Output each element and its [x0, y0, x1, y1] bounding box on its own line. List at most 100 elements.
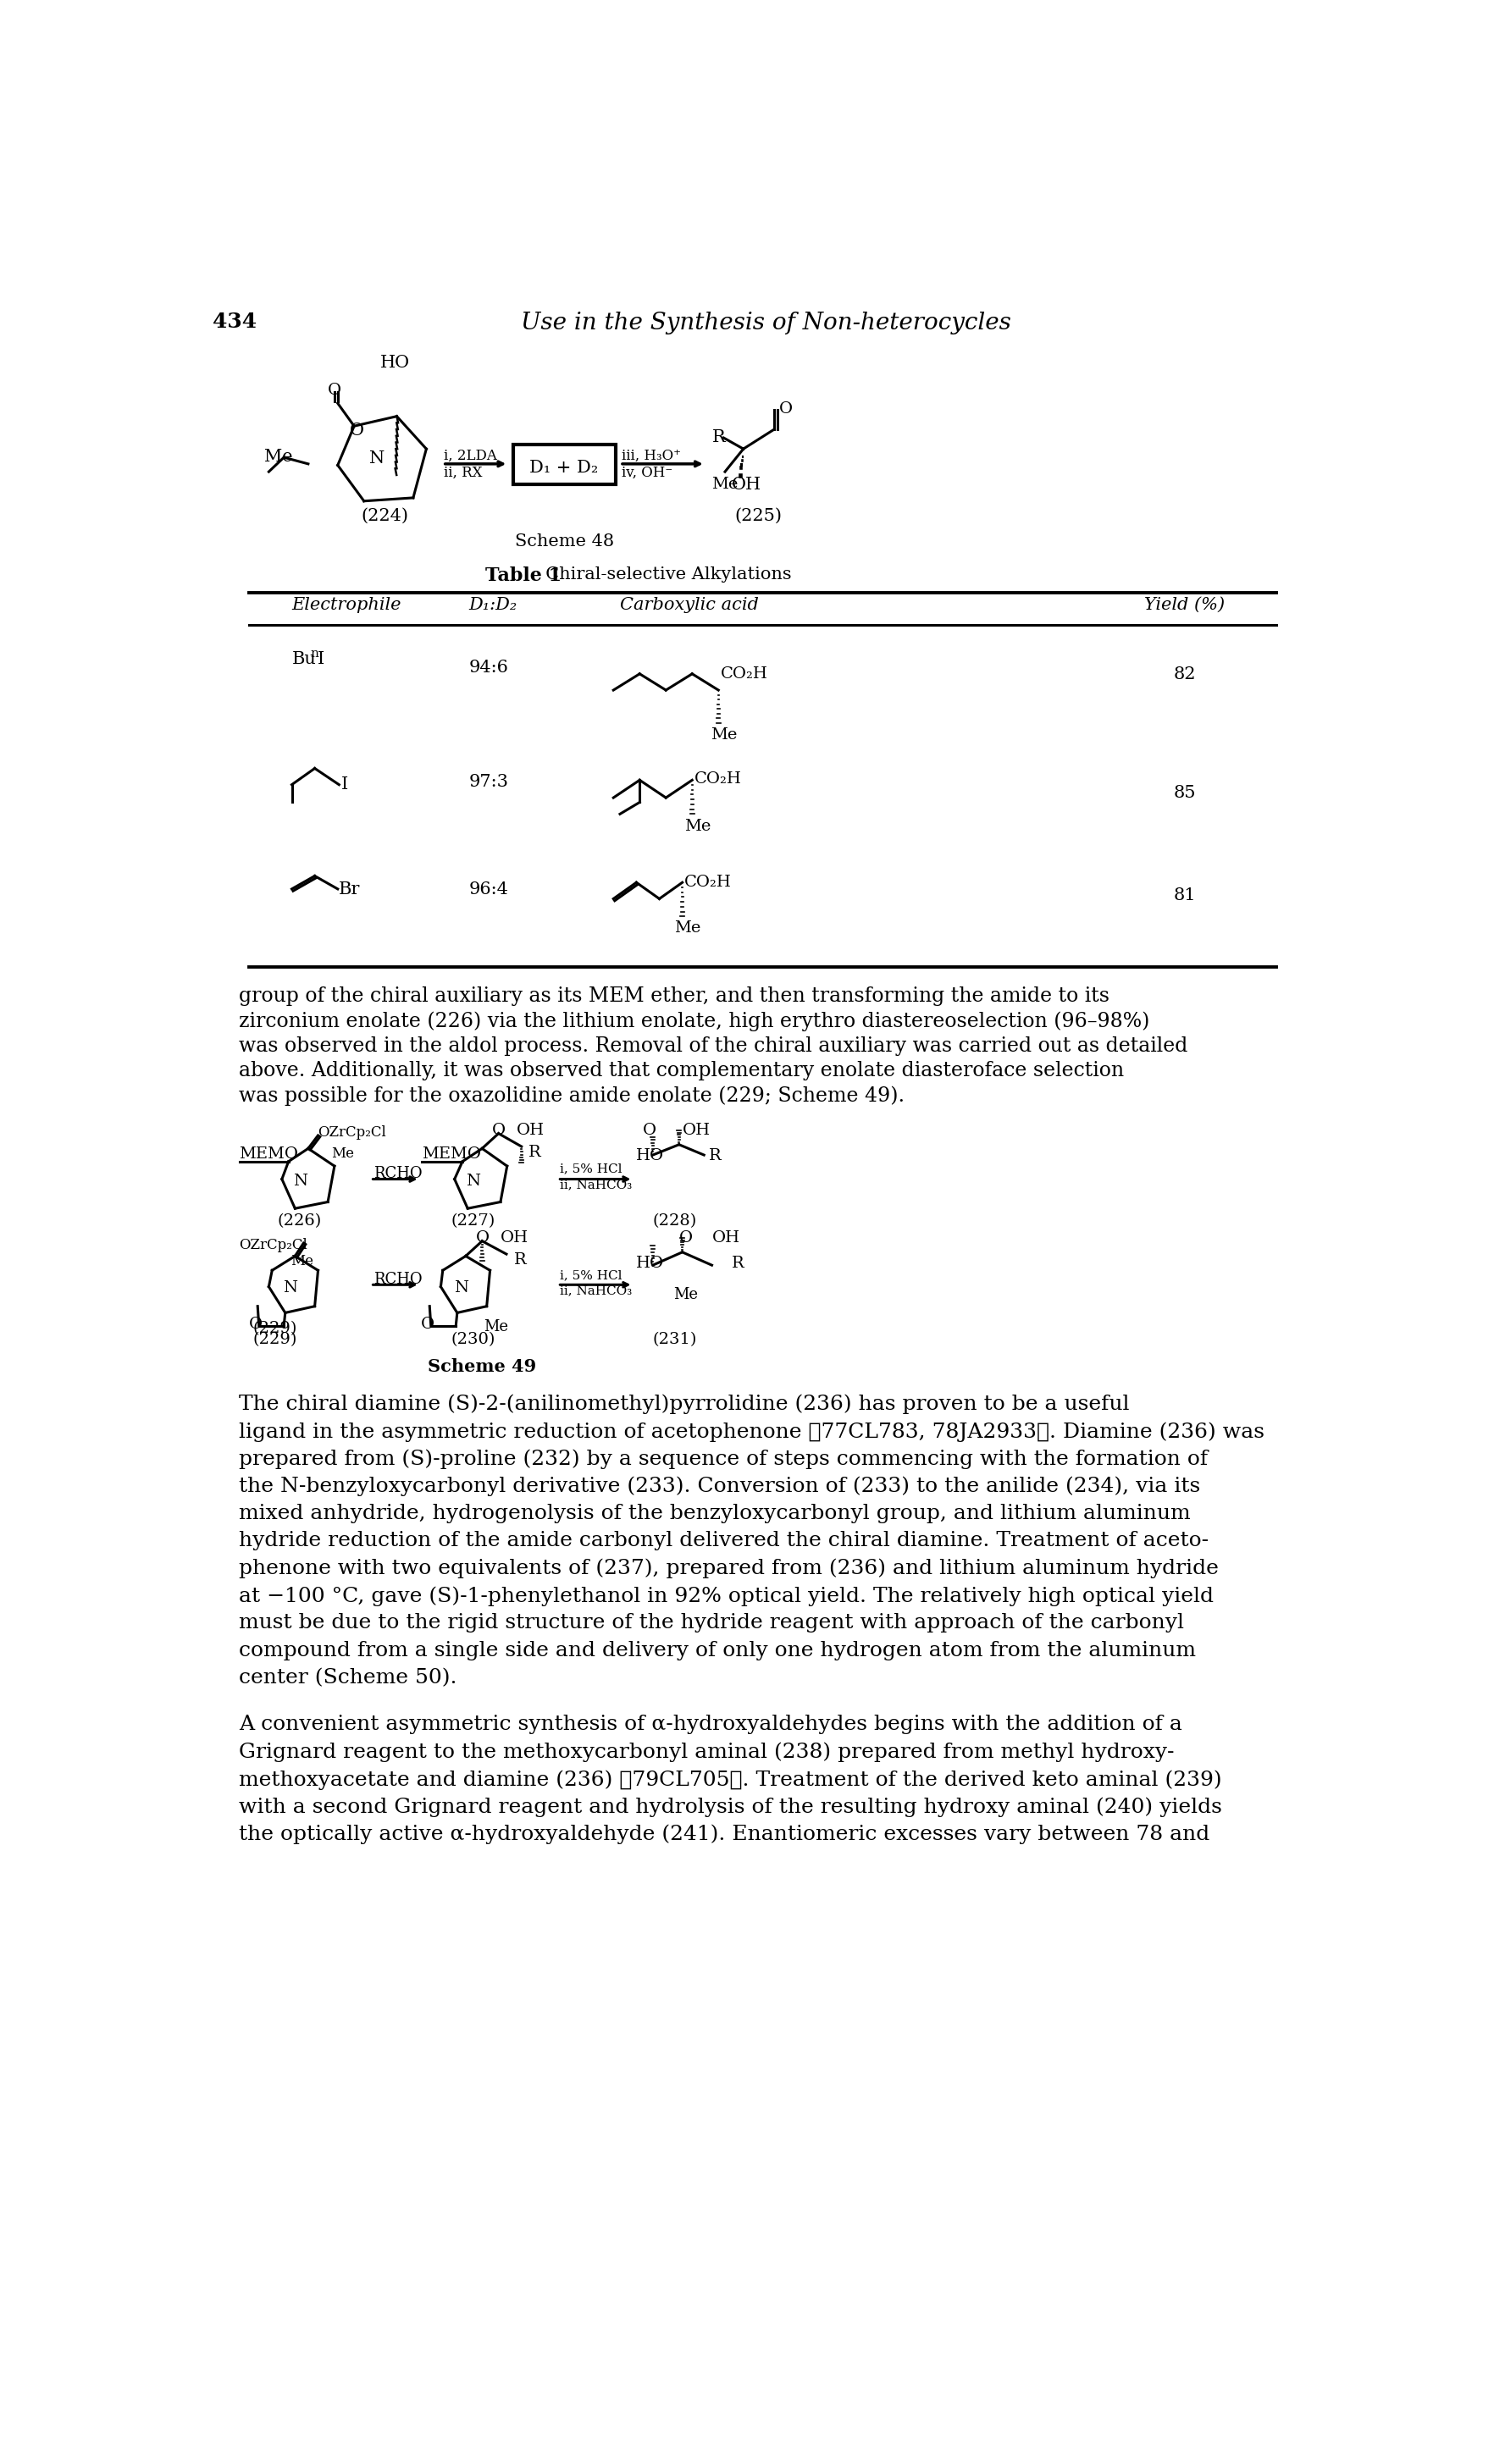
Text: must be due to the rigid structure of the hydride reagent with approach of the c: must be due to the rigid structure of th…	[239, 1614, 1185, 1634]
Text: 96:4: 96:4	[469, 882, 508, 897]
Text: O: O	[327, 382, 342, 397]
Text: was observed in the aldol process. Removal of the chiral auxiliary was carried o: was observed in the aldol process. Remov…	[239, 1037, 1188, 1055]
Text: hydride reduction of the amide carbonyl delivered the chiral diamine. Treatment : hydride reduction of the amide carbonyl …	[239, 1530, 1209, 1550]
Text: the optically active α-hydroxyaldehyde (241). Enantiomeric excesses vary between: the optically active α-hydroxyaldehyde (…	[239, 1823, 1210, 1846]
Text: (228): (228)	[653, 1215, 698, 1230]
Text: iii, H₃O⁺: iii, H₃O⁺	[622, 448, 681, 463]
Text: iv, OH⁻: iv, OH⁻	[622, 466, 672, 480]
Text: Me: Me	[711, 478, 738, 493]
Text: N: N	[284, 1281, 297, 1296]
Text: N: N	[454, 1281, 468, 1296]
Text: 81: 81	[1173, 887, 1195, 904]
Text: ii, NaHCO₃: ii, NaHCO₃	[560, 1180, 632, 1190]
Text: 94:6: 94:6	[469, 660, 508, 675]
Text: phenone with two equivalents of (237), prepared from (236) and lithium aluminum : phenone with two equivalents of (237), p…	[239, 1560, 1219, 1579]
Text: Me: Me	[264, 448, 293, 466]
Text: OH: OH	[711, 1230, 740, 1244]
Text: N: N	[293, 1173, 308, 1190]
Text: n: n	[311, 648, 318, 660]
Text: O: O	[350, 424, 365, 439]
Text: Table 1: Table 1	[486, 567, 562, 584]
Text: HO: HO	[636, 1148, 665, 1163]
Text: Use in the Synthesis of Non-heterocycles: Use in the Synthesis of Non-heterocycles	[520, 313, 1011, 335]
Text: OH: OH	[732, 478, 762, 493]
Text: OH: OH	[517, 1124, 544, 1138]
Text: OH: OH	[500, 1230, 529, 1244]
Text: the N-benzyloxycarbonyl derivative (233). Conversion of (233) to the anilide (23: the N-benzyloxycarbonyl derivative (233)…	[239, 1476, 1201, 1496]
Text: RCHO: RCHO	[374, 1271, 423, 1286]
Text: O: O	[642, 1124, 656, 1138]
Text: Me: Me	[674, 919, 701, 936]
Text: R: R	[708, 1148, 722, 1163]
Text: (226): (226)	[278, 1215, 321, 1230]
Text: CO₂H: CO₂H	[720, 665, 768, 680]
Text: R: R	[514, 1252, 526, 1266]
Text: (227): (227)	[451, 1215, 495, 1230]
Text: Carboxylic acid: Carboxylic acid	[620, 596, 759, 614]
Text: Yield (%): Yield (%)	[1144, 596, 1225, 614]
Text: ii, RX: ii, RX	[444, 466, 483, 480]
Text: i, 5% HCl: i, 5% HCl	[560, 1163, 622, 1175]
Text: R: R	[527, 1146, 541, 1161]
Text: Bu: Bu	[291, 650, 317, 668]
Text: O: O	[421, 1316, 435, 1333]
Text: center (Scheme 50).: center (Scheme 50).	[239, 1668, 457, 1688]
Text: prepared from (S)-proline (232) by a sequence of steps commencing with the forma: prepared from (S)-proline (232) by a seq…	[239, 1449, 1209, 1469]
Text: Me: Me	[290, 1254, 314, 1269]
Text: 85: 85	[1173, 784, 1195, 801]
Text: N: N	[466, 1173, 480, 1190]
Text: i, 2LDA: i, 2LDA	[444, 448, 498, 463]
Text: group of the chiral auxiliary as its MEM ether, and then transforming the amide : group of the chiral auxiliary as its MEM…	[239, 986, 1110, 1005]
Text: Br: Br	[339, 882, 360, 897]
Text: MEMO: MEMO	[421, 1146, 481, 1161]
Text: 434: 434	[214, 313, 257, 333]
Text: The chiral diamine (S)-2-(anilinomethyl)pyrrolidine (236) has proven to be a use: The chiral diamine (S)-2-(anilinomethyl)…	[239, 1395, 1129, 1414]
Text: ii, NaHCO₃: ii, NaHCO₃	[560, 1284, 632, 1296]
Text: ligand in the asymmetric reduction of acetophenone ❨77CL783, 78JA2933❩. Diamine : ligand in the asymmetric reduction of ac…	[239, 1422, 1265, 1441]
Text: O: O	[492, 1124, 505, 1138]
Text: Me: Me	[684, 818, 711, 833]
Text: Grignard reagent to the methoxycarbonyl aminal (238) prepared from methyl hydrox: Grignard reagent to the methoxycarbonyl …	[239, 1742, 1174, 1762]
Text: Chiral-selective Alkylations: Chiral-selective Alkylations	[535, 567, 792, 582]
Text: at −100 °C, gave (S)-1-phenylethanol in 92% optical yield. The relatively high o: at −100 °C, gave (S)-1-phenylethanol in …	[239, 1587, 1215, 1607]
Bar	[514, 444, 616, 485]
Text: 82: 82	[1173, 665, 1195, 683]
Text: Scheme 48: Scheme 48	[514, 535, 614, 549]
Text: HO: HO	[381, 355, 411, 370]
Text: (229): (229)	[252, 1333, 297, 1348]
Text: compound from a single side and delivery of only one hydrogen atom from the alum: compound from a single side and delivery…	[239, 1641, 1197, 1661]
Text: I: I	[341, 776, 348, 793]
Text: i, 5% HCl: i, 5% HCl	[560, 1269, 622, 1281]
Text: mixed anhydride, hydrogenolysis of the benzyloxycarbonyl group, and lithium alum: mixed anhydride, hydrogenolysis of the b…	[239, 1503, 1191, 1523]
Text: O: O	[680, 1230, 693, 1244]
Text: Me: Me	[674, 1286, 698, 1301]
Text: Me: Me	[711, 727, 737, 742]
Text: R: R	[711, 429, 725, 446]
Text: O: O	[475, 1230, 489, 1244]
Text: MEMO: MEMO	[239, 1146, 299, 1161]
Text: CO₂H: CO₂H	[684, 875, 732, 890]
Text: Electrophile: Electrophile	[291, 596, 402, 614]
Text: zirconium enolate (226) via the lithium enolate, high erythro diastereoselection: zirconium enolate (226) via the lithium …	[239, 1013, 1150, 1032]
Text: D₁:D₂: D₁:D₂	[469, 596, 517, 614]
Text: methoxyacetate and diamine (236) ❨79CL705❩. Treatment of the derived keto aminal: methoxyacetate and diamine (236) ❨79CL70…	[239, 1769, 1222, 1789]
Text: R: R	[732, 1257, 744, 1271]
Text: CO₂H: CO₂H	[695, 771, 741, 786]
Text: OZrCp₂Cl: OZrCp₂Cl	[318, 1126, 387, 1138]
Text: N: N	[369, 451, 384, 466]
Text: I: I	[317, 650, 324, 668]
Text: A convenient asymmetric synthesis of α-hydroxyaldehydes begins with the addition: A convenient asymmetric synthesis of α-h…	[239, 1715, 1183, 1735]
Text: 97:3: 97:3	[469, 774, 509, 788]
Text: Me: Me	[332, 1146, 354, 1161]
Text: RCHO: RCHO	[374, 1165, 423, 1180]
Text: Me: Me	[484, 1318, 508, 1335]
Text: O: O	[780, 402, 793, 416]
Text: was possible for the oxazolidine amide enolate (229; Scheme 49).: was possible for the oxazolidine amide e…	[239, 1087, 905, 1106]
Text: D₁ + D₂: D₁ + D₂	[530, 461, 599, 476]
Text: OH: OH	[683, 1124, 710, 1138]
Text: O: O	[249, 1316, 263, 1333]
Text: (225): (225)	[735, 508, 783, 525]
Text: (230): (230)	[451, 1333, 496, 1348]
Text: HO: HO	[636, 1257, 665, 1271]
Text: (229): (229)	[252, 1321, 297, 1335]
